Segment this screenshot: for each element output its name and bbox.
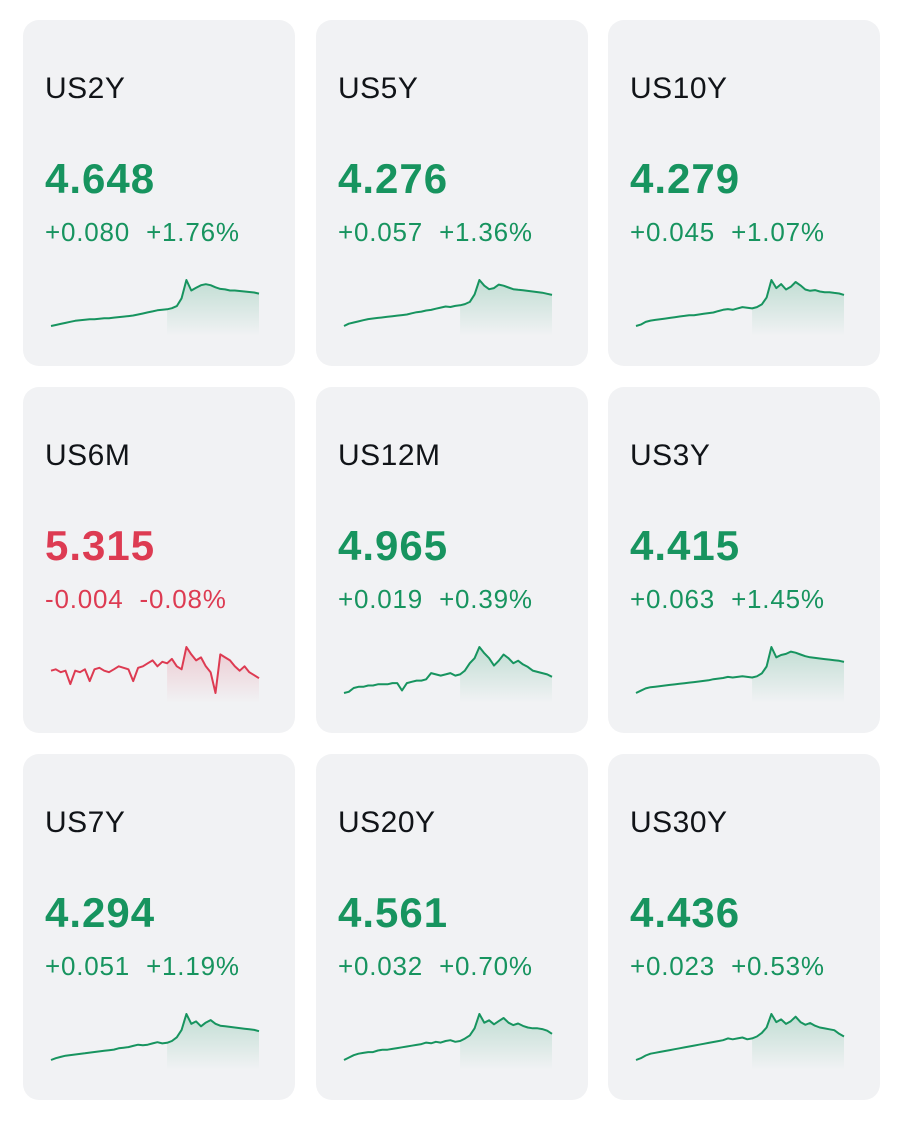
change-percent: +1.07%: [731, 217, 825, 247]
price-value: 4.279: [630, 155, 741, 202]
quote-card-us7y[interactable]: US7Y 4.294 +0.051 +1.19%: [23, 754, 295, 1100]
sparkline-line: [50, 1013, 260, 1061]
sparkline-chart: [50, 279, 260, 336]
change-value: +0.051: [45, 951, 131, 981]
sparkline-chart: [635, 646, 845, 703]
sparkline-line: [343, 646, 553, 694]
quote-card-us12m[interactable]: US12M 4.965 +0.019 +0.39%: [316, 387, 588, 733]
symbol-label: US5Y: [338, 72, 419, 105]
symbol-label: US3Y: [630, 439, 711, 472]
price-value: 4.648: [45, 155, 156, 202]
change-row: +0.057 +1.36%: [338, 217, 533, 248]
price-value: 5.315: [45, 522, 156, 569]
change-percent: +1.76%: [146, 217, 240, 247]
sparkline-area: [460, 647, 552, 703]
symbol-label: US20Y: [338, 806, 436, 839]
change-value: +0.063: [630, 584, 716, 614]
change-percent: +0.39%: [439, 584, 533, 614]
change-value: +0.032: [338, 951, 424, 981]
sparkline-area: [167, 647, 259, 703]
change-row: +0.032 +0.70%: [338, 951, 533, 982]
price-value: 4.276: [338, 155, 449, 202]
change-value: +0.045: [630, 217, 716, 247]
change-row: +0.051 +1.19%: [45, 951, 240, 982]
price-value: 4.436: [630, 889, 741, 936]
change-percent: +0.53%: [731, 951, 825, 981]
sparkline-chart: [50, 646, 260, 703]
price-value: 4.415: [630, 522, 741, 569]
symbol-label: US2Y: [45, 72, 126, 105]
sparkline-area: [460, 280, 552, 336]
change-percent: +1.45%: [731, 584, 825, 614]
sparkline-chart: [635, 1013, 845, 1070]
quote-card-us20y[interactable]: US20Y 4.561 +0.032 +0.70%: [316, 754, 588, 1100]
symbol-label: US6M: [45, 439, 131, 472]
symbol-label: US30Y: [630, 806, 728, 839]
change-percent: +0.70%: [439, 951, 533, 981]
change-percent: +1.19%: [146, 951, 240, 981]
quote-card-us10y[interactable]: US10Y 4.279 +0.045 +1.07%: [608, 20, 880, 366]
symbol-label: US12M: [338, 439, 441, 472]
sparkline-area: [460, 1014, 552, 1070]
sparkline-chart: [343, 279, 553, 336]
quote-card-us30y[interactable]: US30Y 4.436 +0.023 +0.53%: [608, 754, 880, 1100]
quote-card-us2y[interactable]: US2Y 4.648 +0.080 +1.76%: [23, 20, 295, 366]
change-value: +0.057: [338, 217, 424, 247]
symbol-label: US10Y: [630, 72, 728, 105]
price-value: 4.294: [45, 889, 156, 936]
change-row: +0.045 +1.07%: [630, 217, 825, 248]
change-row: +0.019 +0.39%: [338, 584, 533, 615]
price-value: 4.561: [338, 889, 449, 936]
quote-card-us5y[interactable]: US5Y 4.276 +0.057 +1.36%: [316, 20, 588, 366]
quote-card-us6m[interactable]: US6M 5.315 -0.004 -0.08%: [23, 387, 295, 733]
change-row: +0.023 +0.53%: [630, 951, 825, 982]
change-value: +0.080: [45, 217, 131, 247]
price-value: 4.965: [338, 522, 449, 569]
sparkline-line: [635, 1013, 845, 1061]
sparkline-chart: [635, 279, 845, 336]
sparkline-chart: [50, 1013, 260, 1070]
sparkline-line: [50, 279, 260, 327]
sparkline-chart: [343, 1013, 553, 1070]
quote-card-us3y[interactable]: US3Y 4.415 +0.063 +1.45%: [608, 387, 880, 733]
change-row: -0.004 -0.08%: [45, 584, 227, 615]
change-value: +0.019: [338, 584, 424, 614]
sparkline-line: [635, 646, 845, 694]
change-value: +0.023: [630, 951, 716, 981]
sparkline-area: [167, 280, 259, 336]
sparkline-line: [343, 279, 553, 327]
sparkline-line: [635, 279, 845, 327]
sparkline-chart: [343, 646, 553, 703]
sparkline-area: [752, 647, 844, 703]
change-row: +0.080 +1.76%: [45, 217, 240, 248]
sparkline-area: [752, 280, 844, 336]
sparkline-area: [752, 1014, 844, 1070]
sparkline-line: [343, 1013, 553, 1061]
change-value: -0.004: [45, 584, 124, 614]
change-percent: +1.36%: [439, 217, 533, 247]
change-row: +0.063 +1.45%: [630, 584, 825, 615]
change-percent: -0.08%: [139, 584, 227, 614]
sparkline-line: [50, 646, 260, 694]
symbol-label: US7Y: [45, 806, 126, 839]
